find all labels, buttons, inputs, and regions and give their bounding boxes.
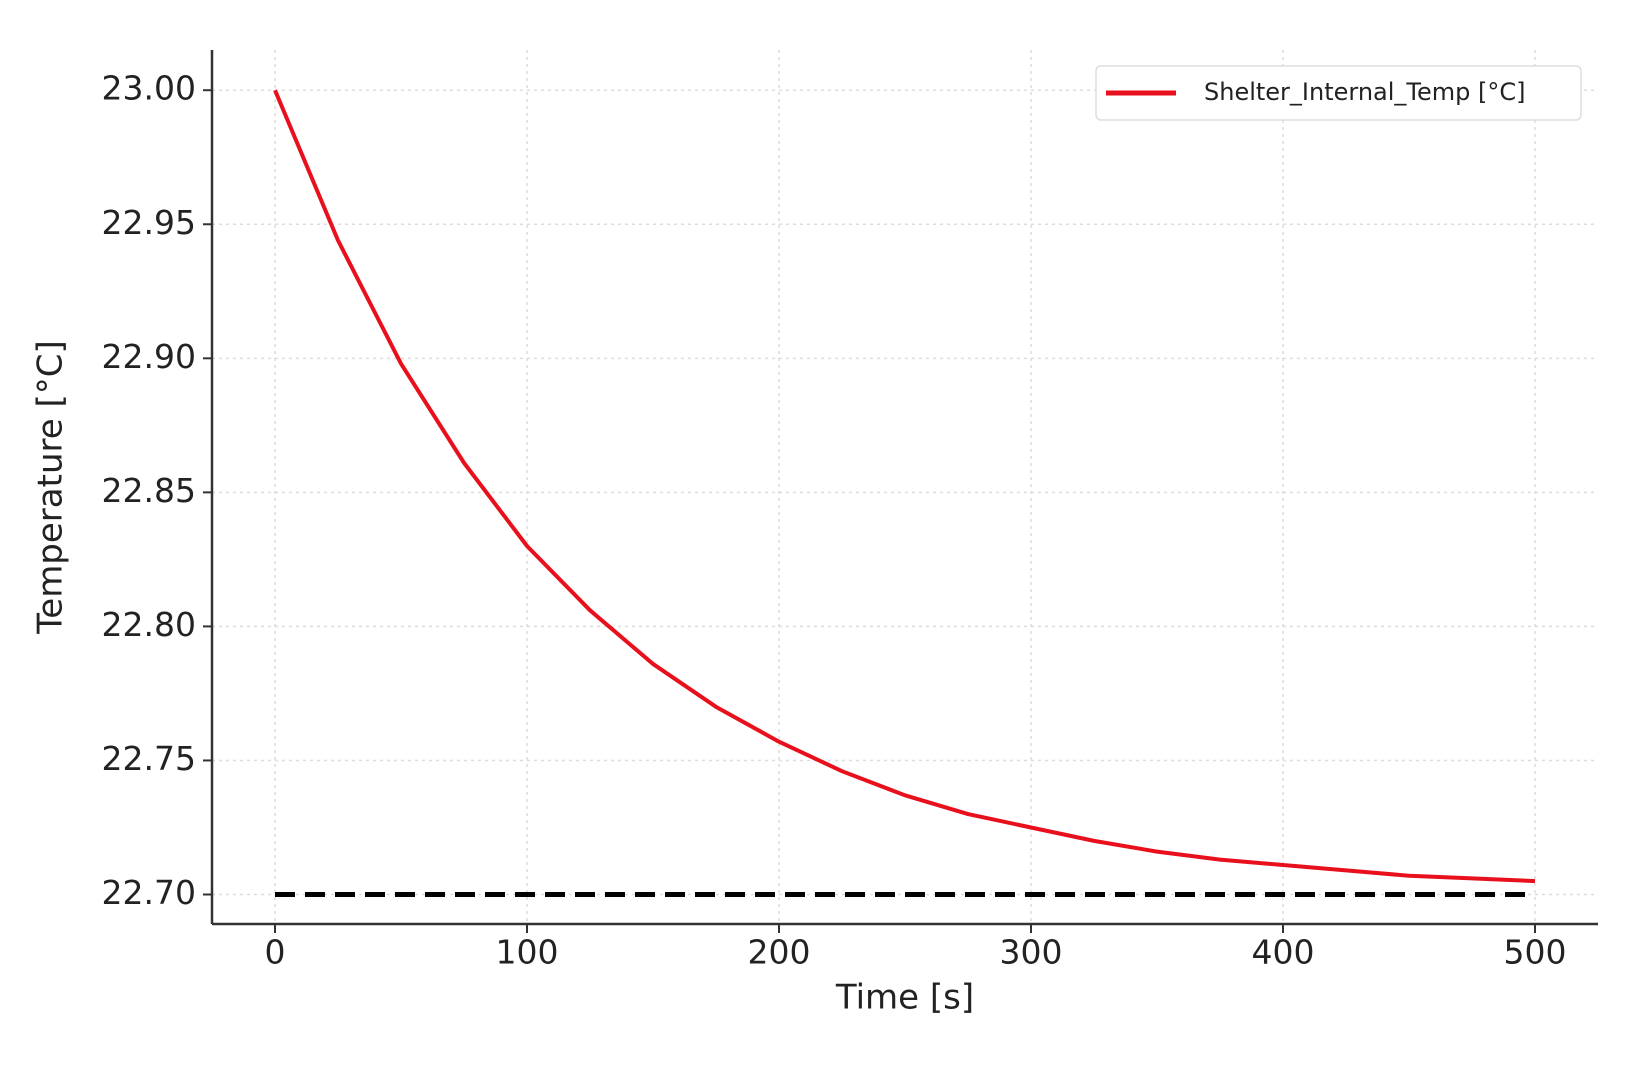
y-tick-label: 23.00 — [102, 69, 196, 108]
y-axis-label: Temperature [°C] — [31, 340, 71, 634]
x-tick-label: 0 — [265, 933, 286, 972]
y-tick-label: 22.85 — [102, 471, 196, 510]
x-tick-label: 200 — [748, 933, 811, 972]
x-tick-label: 300 — [1000, 933, 1063, 972]
y-tick-label: 22.75 — [102, 739, 196, 778]
x-axis-label: Time [s] — [835, 978, 974, 1018]
legend-box — [1095, 65, 1582, 121]
x-tick-label: 100 — [496, 933, 559, 972]
x-tick-label: 500 — [1504, 933, 1567, 972]
y-tick-label: 22.90 — [102, 337, 196, 376]
x-tick-label: 400 — [1252, 933, 1315, 972]
y-tick-label: 22.70 — [102, 873, 196, 912]
line-series — [273, 89, 1536, 884]
y-tick-label: 22.95 — [102, 203, 196, 242]
y-tick-label: 22.80 — [102, 605, 196, 644]
legend-label: Shelter_Internal_Temp [°C] — [1204, 78, 1526, 106]
